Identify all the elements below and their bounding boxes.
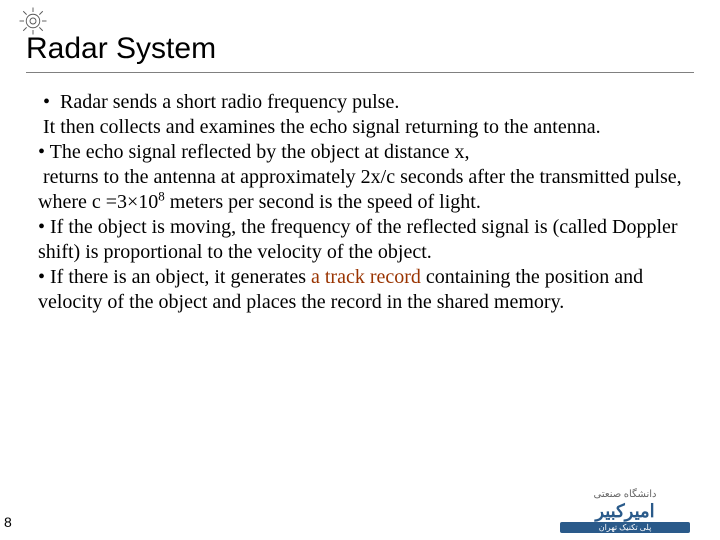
- page-number: 8: [4, 514, 12, 530]
- body-content: • Radar sends a short radio frequency pu…: [38, 90, 688, 315]
- logo-main-name: امیرکبیر: [560, 502, 690, 520]
- title-underline: [26, 72, 694, 73]
- university-logo-bottom: دانشگاه صنعتی امیرکبیر پلی تکنیک تهران: [560, 490, 690, 534]
- slide-title: Radar System: [26, 32, 216, 66]
- logo-line1: دانشگاه صنعتی: [560, 490, 690, 500]
- logo-sub-bar: پلی تکنیک تهران: [560, 522, 690, 533]
